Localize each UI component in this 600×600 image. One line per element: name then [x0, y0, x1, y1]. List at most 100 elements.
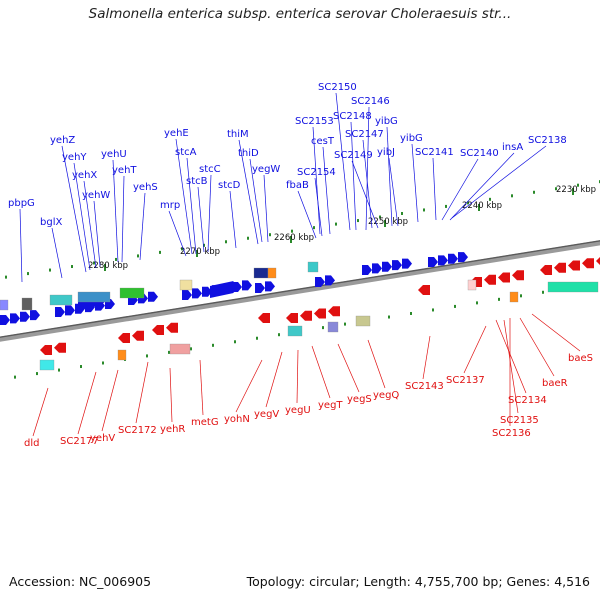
reverse-gene-arrow — [166, 322, 178, 333]
cog-block — [307, 261, 319, 273]
forward-gene-label: mrp — [160, 200, 180, 211]
cog-block — [547, 281, 599, 293]
leader-line — [312, 126, 321, 235]
leader-line — [135, 361, 149, 424]
leader-line — [238, 139, 259, 245]
cog-block — [509, 291, 519, 303]
minor-tick — [498, 297, 500, 301]
minor-tick — [467, 201, 469, 205]
leader-line — [249, 158, 263, 243]
reverse-gene-label: SC2135 — [500, 415, 539, 426]
minor-tick — [247, 236, 249, 240]
forward-gene-arrow — [372, 263, 382, 274]
reverse-gene-label: SC2136 — [492, 428, 531, 439]
cog-block — [253, 267, 269, 279]
minor-tick — [58, 368, 60, 372]
reverse-gene-label: baeR — [542, 378, 568, 389]
minor-tick — [423, 208, 425, 212]
forward-gene-label: pbpG — [8, 198, 35, 209]
forward-gene-arrow — [325, 275, 335, 286]
leader-line — [77, 371, 97, 435]
minor-tick — [520, 294, 522, 298]
leader-line — [451, 145, 547, 219]
leader-line — [93, 200, 101, 267]
minor-tick — [401, 211, 403, 215]
reverse-gene-label: yegS — [347, 394, 372, 405]
minor-tick — [476, 301, 478, 305]
cog-block — [327, 321, 339, 333]
minor-tick — [388, 315, 390, 319]
minor-tick — [93, 261, 95, 265]
forward-gene-arrow — [55, 307, 65, 317]
cog-block — [169, 343, 191, 355]
reverse-gene-arrow — [328, 306, 340, 317]
cog-block — [0, 299, 9, 311]
label-leader-lines — [19, 92, 581, 437]
forward-gene-label: yibJ — [377, 147, 395, 158]
minor-tick — [49, 268, 51, 272]
leader-line — [199, 359, 204, 416]
minor-tick — [137, 254, 139, 258]
forward-gene-label: SC2154 — [297, 167, 336, 178]
leader-line — [449, 152, 515, 221]
forward-gene-arrow — [10, 313, 20, 324]
minor-tick — [212, 343, 214, 347]
reverse-gene-arrow — [596, 257, 600, 266]
leader-line — [168, 210, 187, 257]
reverse-gene-arrow — [418, 285, 430, 295]
genome-map: 2280 kbp 2270 kbp 2260 kbp 2250 kbp 2240 kbp… — [0, 82, 600, 449]
leader-line — [432, 157, 437, 221]
forward-gene-label: SC2149 — [334, 150, 373, 161]
leader-line — [495, 319, 527, 394]
leader-line — [61, 145, 87, 273]
forward-gene-label: insA — [502, 142, 523, 153]
forward-gene-arrow — [202, 286, 212, 297]
minor-tick — [5, 275, 7, 279]
forward-gene-label: SC2147 — [345, 129, 384, 140]
minor-tick — [256, 336, 258, 340]
forward-gene-label: SC2153 — [295, 116, 334, 127]
forward-gene-arrow — [362, 265, 372, 275]
forward-gene-label: thiM — [227, 129, 249, 140]
leader-line — [32, 387, 49, 437]
forward-gene-arrow — [65, 305, 75, 316]
minor-tick — [335, 222, 337, 226]
forward-gene-arrow — [265, 281, 275, 292]
minor-tick — [36, 372, 38, 376]
cog-block — [77, 291, 111, 303]
reverse-gene-arrow — [512, 270, 524, 281]
forward-gene-label: SC2150 — [318, 82, 357, 93]
forward-gene-arrow — [30, 310, 40, 321]
cog-block — [21, 297, 33, 311]
forward-gene-arrow — [0, 315, 10, 325]
forward-gene-label: fbaB — [286, 180, 309, 191]
reverse-gene-label: dld — [24, 438, 39, 449]
reverse-gene-arrow — [484, 274, 496, 285]
forward-gene-arrow — [315, 277, 325, 287]
forward-gene-arrow — [438, 255, 448, 266]
reverse-gene-label: yegQ — [373, 390, 399, 401]
minor-tick — [269, 233, 271, 237]
forward-gene-label: yehZ — [50, 135, 75, 146]
reverse-gene-arrow — [152, 325, 164, 335]
topology-text: Topology: circular; Length: 4,755,700 bp… — [246, 574, 590, 589]
leader-line — [265, 351, 283, 408]
major-tick — [104, 264, 106, 271]
minor-tick — [203, 243, 205, 247]
reverse-gene-arrow — [498, 272, 510, 283]
scale-label: 2250 kbp — [368, 217, 408, 227]
leader-line — [463, 325, 487, 374]
minor-tick — [555, 187, 557, 191]
forward-gene-arrow — [148, 291, 158, 302]
forward-gene-label: bglX — [40, 217, 62, 228]
leader-line — [365, 106, 370, 231]
cog-block — [49, 294, 73, 306]
cog-block — [287, 325, 303, 337]
leader-line — [229, 190, 237, 249]
minor-tick — [322, 326, 324, 330]
reverse-gene-label: SC2137 — [446, 375, 485, 386]
forward-gene-arrow — [255, 283, 265, 293]
forward-gene-arrow — [210, 281, 240, 298]
reverse-gene-arrow — [258, 313, 270, 323]
